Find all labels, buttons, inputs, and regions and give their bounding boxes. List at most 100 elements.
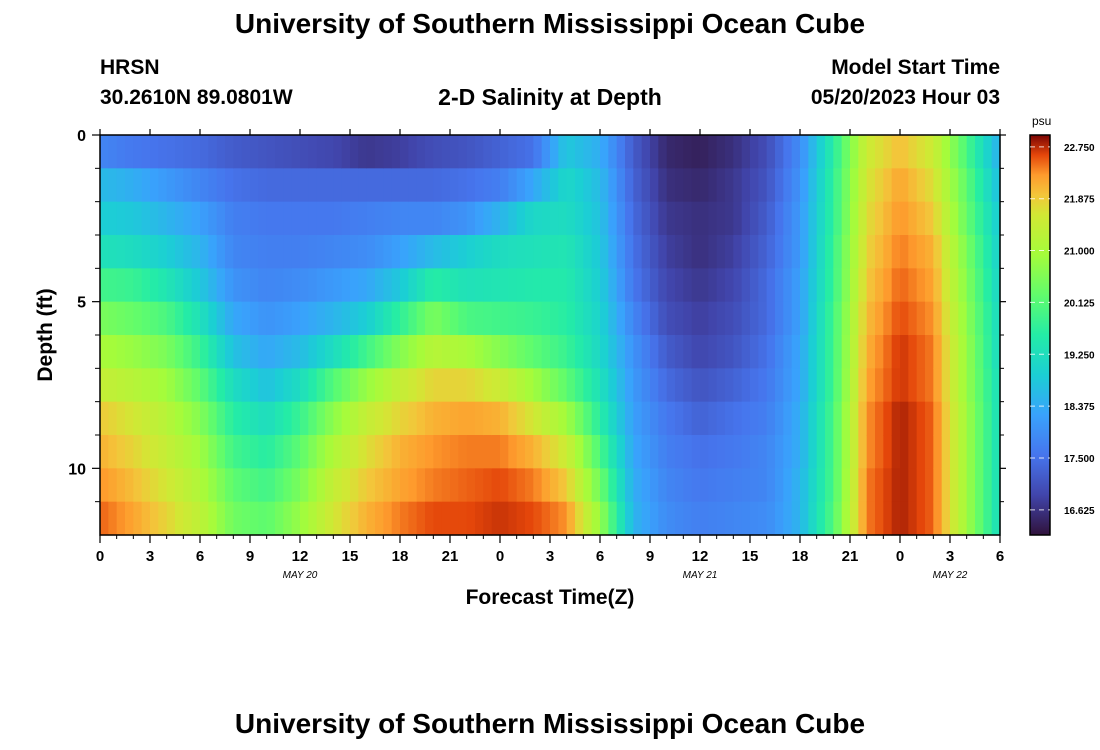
heatmap-cell: [741, 268, 751, 303]
heatmap-cell: [233, 401, 243, 436]
heatmap-cell: [758, 501, 768, 536]
heatmap-cell: [641, 301, 651, 336]
heatmap-cell: [333, 401, 343, 436]
heatmap-cell: [383, 435, 393, 469]
heatmap-cell: [908, 501, 918, 536]
heatmap-cell: [541, 335, 551, 369]
heatmap-cell: [100, 368, 109, 403]
heatmap-cell: [175, 501, 184, 536]
heatmap-cell: [291, 235, 301, 269]
heatmap-cell: [858, 435, 868, 469]
heatmap-cell: [625, 168, 634, 203]
heatmap-cell: [425, 201, 434, 236]
heatmap-cell: [975, 235, 984, 269]
heatmap-cell: [825, 435, 834, 469]
heatmap-cell: [400, 468, 409, 503]
heatmap-cell: [216, 368, 226, 403]
heatmap-cell: [250, 435, 259, 469]
heatmap-cell: [816, 235, 826, 269]
heatmap-cell: [633, 301, 643, 336]
heatmap-cell: [783, 135, 793, 169]
heatmap-cell: [233, 235, 243, 269]
heatmap-cell: [625, 435, 634, 469]
heatmap-cell: [641, 368, 651, 403]
heatmap-cell: [433, 235, 443, 269]
heatmap-cell: [533, 435, 543, 469]
heatmap-cell: [250, 368, 259, 403]
heatmap-cell: [533, 468, 543, 503]
chart-subtitle: 2-D Salinity at Depth: [438, 84, 662, 110]
heatmap-cell: [416, 335, 426, 369]
heatmap-cell: [375, 268, 384, 303]
heatmap-cell: [266, 135, 276, 169]
heatmap-cell: [800, 135, 809, 169]
heatmap-cell: [625, 135, 634, 169]
heatmap-cell: [933, 168, 943, 203]
heatmap-cell: [408, 168, 418, 203]
heatmap-cell: [166, 201, 176, 236]
heatmap-cell: [208, 168, 218, 203]
heatmap-cell: [483, 401, 493, 436]
heatmap-cell: [158, 235, 168, 269]
heatmap-cell: [558, 301, 568, 336]
heatmap-cell: [716, 301, 726, 336]
heatmap-cell: [450, 168, 459, 203]
heatmap-cell: [416, 301, 426, 336]
heatmap-cell: [150, 268, 159, 303]
heatmap-cell: [650, 501, 659, 536]
heatmap-cell: [116, 401, 126, 436]
heatmap-cell: [258, 235, 268, 269]
heatmap-cell: [175, 401, 184, 436]
heatmap-cell: [258, 268, 268, 303]
heatmap-cell: [250, 268, 259, 303]
heatmap-cell: [858, 135, 868, 169]
heatmap-cell: [583, 368, 593, 403]
heatmap-cell: [108, 368, 118, 403]
heatmap-cell: [391, 168, 401, 203]
heatmap-cell: [208, 501, 218, 536]
heatmap-cell: [850, 401, 859, 436]
heatmap-cell: [433, 401, 443, 436]
heatmap-cell: [466, 201, 476, 236]
heatmap-cell: [316, 168, 326, 203]
heatmap-cell: [400, 301, 409, 336]
heatmap-cell: [875, 268, 884, 303]
heatmap-cell: [983, 468, 993, 503]
heatmap-cell: [408, 401, 418, 436]
heatmap-cell: [708, 268, 718, 303]
heatmap-cell: [333, 335, 343, 369]
heatmap-cell: [725, 201, 734, 236]
heatmap-cell: [391, 301, 401, 336]
heatmap-cell: [241, 201, 251, 236]
heatmap-cell: [325, 401, 334, 436]
heatmap-cell: [483, 268, 493, 303]
heatmap-cell: [483, 168, 493, 203]
heatmap-cell: [575, 235, 584, 269]
heatmap-cell: [341, 501, 351, 536]
heatmap-cell: [233, 268, 243, 303]
heatmap-cell: [783, 268, 793, 303]
heatmap-cell: [591, 201, 601, 236]
heatmap-cell: [975, 335, 984, 369]
heatmap-cell: [983, 235, 993, 269]
heatmap-cell: [683, 301, 693, 336]
heatmap-cell: [900, 368, 909, 403]
heatmap-cell: [675, 168, 684, 203]
heatmap-cell: [983, 335, 993, 369]
heatmap-cell: [241, 235, 251, 269]
heatmap-cell: [733, 268, 743, 303]
heatmap-cell: [816, 335, 826, 369]
heatmap-cell: [525, 135, 534, 169]
heatmap-cell: [641, 335, 651, 369]
heatmap-cell: [116, 468, 126, 503]
heatmap-cell: [108, 435, 118, 469]
heatmap-cell: [466, 401, 476, 436]
heatmap-cell: [966, 235, 976, 269]
heatmap-cell: [466, 235, 476, 269]
heatmap-cell: [141, 468, 151, 503]
heatmap-cell: [116, 268, 126, 303]
heatmap-cell: [275, 201, 284, 236]
x-tick-label: 6: [196, 548, 204, 565]
heatmap-cell: [191, 335, 201, 369]
heatmap-cell: [908, 335, 918, 369]
